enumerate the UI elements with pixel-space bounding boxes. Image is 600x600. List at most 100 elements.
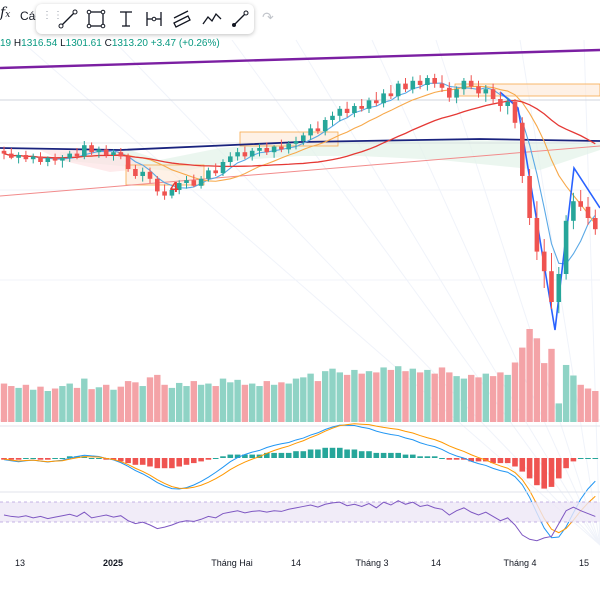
volume-bar (88, 389, 95, 422)
macd-histogram-bar (8, 458, 15, 460)
volume-bar (307, 373, 314, 422)
volume-bar (402, 371, 409, 422)
candle-body (206, 170, 211, 179)
x-tick-label: 15 (579, 558, 589, 568)
volume-bar (395, 366, 402, 422)
candle-body (578, 201, 583, 207)
candle-body (52, 157, 58, 161)
volume-bar (343, 374, 351, 422)
macd-histogram-bar (548, 458, 555, 487)
formula-icon[interactable]: fx (0, 5, 11, 21)
macd-histogram-bar (395, 452, 401, 458)
rectangle-icon[interactable] (84, 7, 108, 31)
candle-body (45, 157, 51, 162)
candle-body (82, 145, 87, 157)
volume-bar (351, 369, 358, 422)
close-value: 1313.20 (111, 38, 148, 49)
candle-body (1, 150, 7, 154)
macd-histogram-bar (592, 458, 599, 459)
macd-histogram-bar (191, 458, 197, 464)
candle-body (220, 162, 226, 174)
ma-slow-line (3, 99, 596, 168)
signal-line (3, 423, 596, 534)
volume-bar (322, 371, 329, 422)
candle-body (301, 135, 306, 141)
macd-histogram-bar (322, 447, 328, 458)
macd-histogram-bar (45, 458, 51, 460)
grid-line (583, 39, 600, 546)
candle-body (476, 86, 481, 94)
volume-bar (183, 386, 190, 422)
candle-body (184, 180, 189, 183)
candle-body (235, 152, 240, 157)
candle-body (374, 100, 379, 104)
path-icon[interactable] (200, 7, 224, 31)
candle-body (403, 83, 408, 90)
volume-bar (44, 391, 51, 422)
change-value: +3.47 (+0.26%) (150, 38, 220, 49)
macd-histogram-bar (315, 449, 321, 458)
candle-body (60, 157, 65, 161)
macd-histogram-bar (132, 458, 139, 465)
x-tick-label: 14 (291, 558, 301, 568)
volume-bar (460, 378, 468, 422)
rsi-line (3, 500, 596, 542)
grid-line (112, 39, 600, 546)
price-range-icon[interactable] (142, 7, 166, 31)
close-label: C (104, 38, 112, 49)
parallel-channel-icon[interactable] (170, 7, 194, 31)
candle-body (490, 89, 496, 99)
drawing-toolbar[interactable]: ⋮⋮ (36, 4, 254, 34)
volume-bar (592, 391, 599, 422)
volume-bar (176, 382, 183, 422)
volume-bar (8, 386, 15, 422)
annotation-label: 4 (170, 179, 179, 196)
candle-body (74, 153, 80, 157)
macd-histogram-bar (570, 458, 577, 462)
volume-bar (139, 386, 146, 422)
high-value: 1316.54 (21, 38, 58, 49)
candle-body (169, 190, 175, 196)
candle-body (541, 251, 547, 272)
volume-bar (504, 374, 511, 422)
candle-body (271, 146, 277, 153)
volume-bar (541, 363, 548, 422)
redo-icon[interactable]: ↷ (262, 9, 274, 25)
candle-series (1, 73, 598, 314)
cloud-area (60, 140, 600, 172)
macd-histogram-bar (220, 456, 226, 458)
text-cursor-icon[interactable] (114, 7, 138, 31)
candle-body (89, 145, 94, 153)
volume-bar (205, 383, 212, 422)
volume-bar (132, 382, 139, 422)
candle-body (16, 155, 21, 158)
volume-bar (431, 373, 438, 422)
candle-body (242, 152, 248, 157)
volume-bar (212, 386, 219, 422)
macd-histogram-bar (475, 458, 482, 462)
trend-line-icon[interactable] (56, 7, 80, 31)
volume-bar (263, 381, 270, 422)
brush-icon[interactable] (228, 7, 252, 31)
volume-bar (103, 384, 110, 422)
candle-body (556, 274, 562, 302)
volume-bar (555, 403, 562, 422)
candle-body (118, 152, 124, 157)
volume-bar (219, 378, 227, 422)
volume-bar (197, 384, 205, 422)
macd-histogram-bar (1, 458, 7, 460)
drag-handle-icon[interactable]: ⋮⋮ (42, 10, 64, 21)
macd-histogram-bar (52, 458, 58, 459)
macd-histogram-bar (278, 452, 285, 458)
macd-histogram-bar (431, 456, 438, 458)
volume-bar (117, 386, 124, 422)
volume-bar (300, 377, 307, 422)
macd-histogram-bar (23, 458, 29, 459)
volume-bar (270, 384, 278, 422)
purple-trend-line (0, 48, 600, 70)
candle-body (432, 78, 437, 84)
volume-bar (336, 372, 343, 422)
volume-bar (570, 375, 577, 422)
macd-histogram-bar (497, 458, 504, 464)
